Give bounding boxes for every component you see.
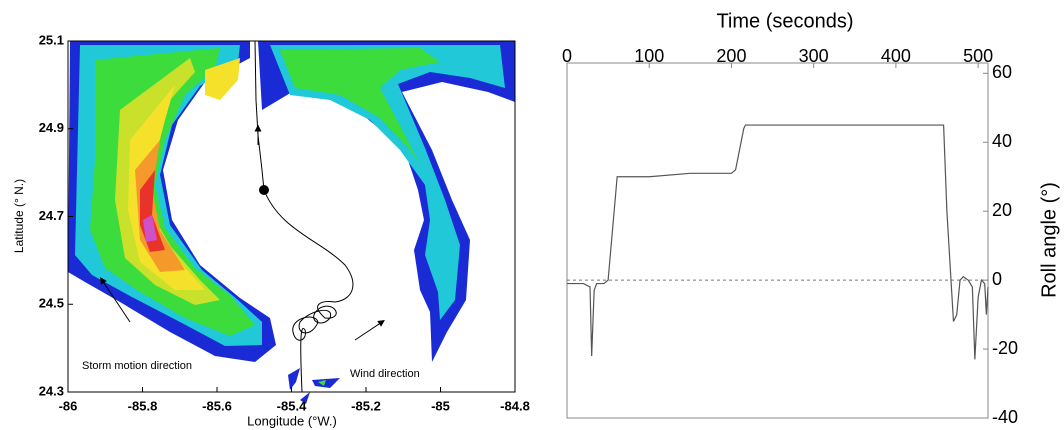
x-tick-label: -85.8 [128, 398, 158, 413]
plot-frame [566, 62, 989, 419]
y-axis-label: Latitude (° N.) [12, 179, 26, 253]
y-tick-label: 25.1 [39, 32, 64, 47]
y-tick-label: 60 [992, 62, 1012, 82]
x-axis-label: Longitude (°W.) [247, 413, 337, 428]
x-tick-label: 300 [799, 46, 829, 66]
y-axis-label: Roll angle (°) [1038, 182, 1060, 298]
x-tick-label: 500 [963, 46, 993, 66]
x-tick-label: -85.6 [202, 398, 232, 413]
x-axis-label: Time (seconds) [716, 10, 853, 32]
x-tick-label: 200 [716, 46, 746, 66]
x-tick-label: -84.8 [500, 398, 530, 413]
annotation: Wind direction [350, 368, 420, 380]
y-tick-label: 40 [992, 131, 1012, 151]
data-line [567, 124, 989, 360]
y-tick-label: 24.9 [39, 120, 64, 135]
x-tick-label: 0 [562, 46, 572, 66]
y-tick-label: 24.5 [39, 296, 64, 311]
annotation: Storm motion direction [82, 360, 192, 372]
x-tick-label: -85.2 [351, 398, 381, 413]
x-tick-label: -85 [431, 398, 450, 413]
radar-echo [68, 41, 515, 404]
storm-track [100, 40, 385, 393]
y-tick-label: 24.3 [39, 383, 64, 398]
y-tick-label: -40 [992, 407, 1018, 427]
y-tick-label: 0 [992, 269, 1002, 289]
y-tick-label: 24.7 [39, 208, 64, 223]
x-tick-label: 100 [634, 46, 664, 66]
x-tick-label: -85.4 [277, 398, 307, 413]
x-tick-label: -86 [59, 398, 78, 413]
y-tick-label: 20 [992, 200, 1012, 220]
y-tick-label: -20 [992, 338, 1018, 358]
x-tick-label: 400 [881, 46, 911, 66]
